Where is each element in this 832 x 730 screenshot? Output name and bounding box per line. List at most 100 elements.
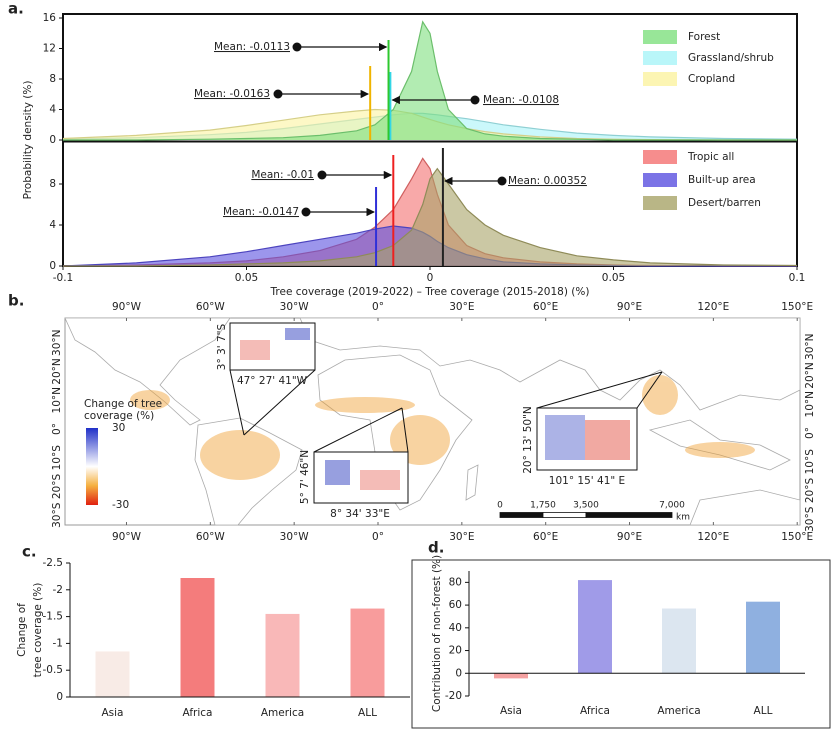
land	[465, 464, 479, 501]
annotation-dot	[301, 207, 311, 217]
mean-label: Mean: -0.0108	[483, 94, 559, 106]
x-tick-label: -0.1	[53, 272, 74, 284]
scalebar-segment	[585, 512, 673, 518]
inset-pixels	[545, 415, 585, 460]
lon-label: 30°W	[280, 301, 310, 313]
inset-pointer	[229, 369, 245, 436]
land	[317, 354, 473, 511]
y-tick-label: 0	[455, 667, 462, 679]
annotation-dot	[317, 170, 327, 180]
bar	[494, 673, 528, 679]
legend-swatch	[643, 196, 677, 210]
density-area	[63, 21, 797, 140]
y-tick-label: -20	[445, 690, 462, 702]
legend-swatch	[643, 51, 677, 65]
inset-pointer	[313, 407, 403, 453]
land	[648, 419, 791, 471]
panel-label: a.	[8, 0, 24, 18]
inset-lon: 101° 15' 41" E	[549, 475, 625, 487]
inset-pixels	[240, 340, 270, 360]
scalebar-label: 3,500	[573, 501, 599, 511]
lon-label: 90°W	[112, 301, 142, 313]
lon-label: 90°E	[617, 301, 642, 313]
legend-swatch	[643, 72, 677, 86]
map-base: 3° 3' 7"S 47° 27' 41"W 5° 7' 46"N 8° 34'…	[64, 317, 801, 526]
y-tick-label: 80	[449, 576, 462, 588]
y-tick-label: 8	[49, 73, 56, 85]
lat-label: 10°N	[51, 387, 63, 413]
y-tick-label: 0	[49, 260, 56, 272]
y-axis-title: Probability density (%)	[22, 81, 34, 200]
change-area	[315, 397, 415, 413]
lat-label: 30°S	[804, 506, 816, 532]
x-tick-label: 0.1	[789, 272, 806, 284]
y-tick-label: 20	[449, 645, 462, 657]
inset-pointer	[401, 407, 409, 453]
y-tick-label: 16	[43, 12, 57, 24]
colorbar	[86, 428, 98, 505]
change-area	[130, 390, 170, 410]
mean-label: Mean: -0.0163	[194, 88, 270, 100]
mean-label: Mean: -0.0113	[214, 41, 290, 53]
mean-label: Mean: -0.01	[251, 169, 314, 181]
land	[689, 489, 801, 526]
colorbar-title: Change of tree	[84, 398, 162, 410]
lat-label: 20°N	[51, 358, 63, 384]
y-tick-label: 0	[56, 691, 63, 703]
density-area	[63, 168, 797, 266]
lon-label: 150°E	[781, 301, 813, 313]
inset-lon: 47° 27' 41"W	[237, 375, 308, 387]
mean-label: Mean: 0.00352	[508, 175, 587, 187]
y-tick-label: 4	[49, 219, 56, 231]
density-line	[63, 20, 797, 141]
lon-label: 0°	[372, 301, 384, 313]
lon-label: 60°E	[533, 531, 558, 543]
legend-label: Built-up area	[688, 174, 756, 186]
lon-label: 120°E	[697, 531, 729, 543]
lon-label: 60°W	[196, 301, 226, 313]
annotation-dot	[470, 95, 480, 105]
inset-pixels	[360, 470, 400, 490]
density-line	[63, 167, 798, 267]
y-tick-label: -0.5	[43, 664, 64, 676]
y-tick-label: -2	[53, 584, 63, 596]
lat-label: 0°	[804, 427, 816, 439]
legend-label: Cropland	[688, 73, 735, 85]
lat-label: 10°N	[804, 391, 816, 417]
y-axis-title: tree coverage (%)	[32, 583, 44, 678]
lon-label: 90°E	[617, 531, 642, 543]
inset	[229, 322, 316, 371]
inset-pointer	[536, 371, 663, 409]
panel-label: b.	[8, 292, 24, 310]
lon-label: 120°E	[697, 301, 729, 313]
panel-frame	[411, 559, 831, 729]
legend-swatch	[643, 150, 677, 164]
lat-label: 20°S	[51, 474, 63, 500]
change-area	[200, 430, 280, 480]
lat-label: 30°N	[804, 334, 816, 360]
y-axis-title: Change of	[16, 603, 28, 657]
x-tick-label: America	[657, 705, 700, 717]
colorbar-tick: 30	[112, 422, 125, 434]
lon-label: 30°W	[280, 531, 310, 543]
y-tick-label: 0	[49, 134, 56, 146]
inset-lon: 8° 34' 33"E	[330, 508, 390, 520]
lon-label: 60°W	[196, 531, 226, 543]
inset-pointer	[636, 371, 663, 409]
annotation-dot	[273, 89, 283, 99]
legend-swatch	[643, 173, 677, 187]
lat-label: 20°S	[804, 478, 816, 504]
land	[64, 317, 231, 426]
inset-lat: 20° 13' 50"N	[522, 406, 534, 474]
x-tick-label: 0	[427, 272, 434, 284]
mean-label: Mean: -0.0147	[223, 206, 299, 218]
legend-swatch	[643, 30, 677, 44]
y-axis-title: Contribution of non-forest (%)	[431, 555, 443, 712]
scalebar-label: 0	[497, 501, 503, 511]
scalebar-segment	[542, 512, 587, 518]
bar	[746, 601, 780, 674]
land	[299, 317, 801, 411]
lon-label: 150°E	[781, 531, 813, 543]
scalebar-label: 1,750	[530, 501, 556, 511]
